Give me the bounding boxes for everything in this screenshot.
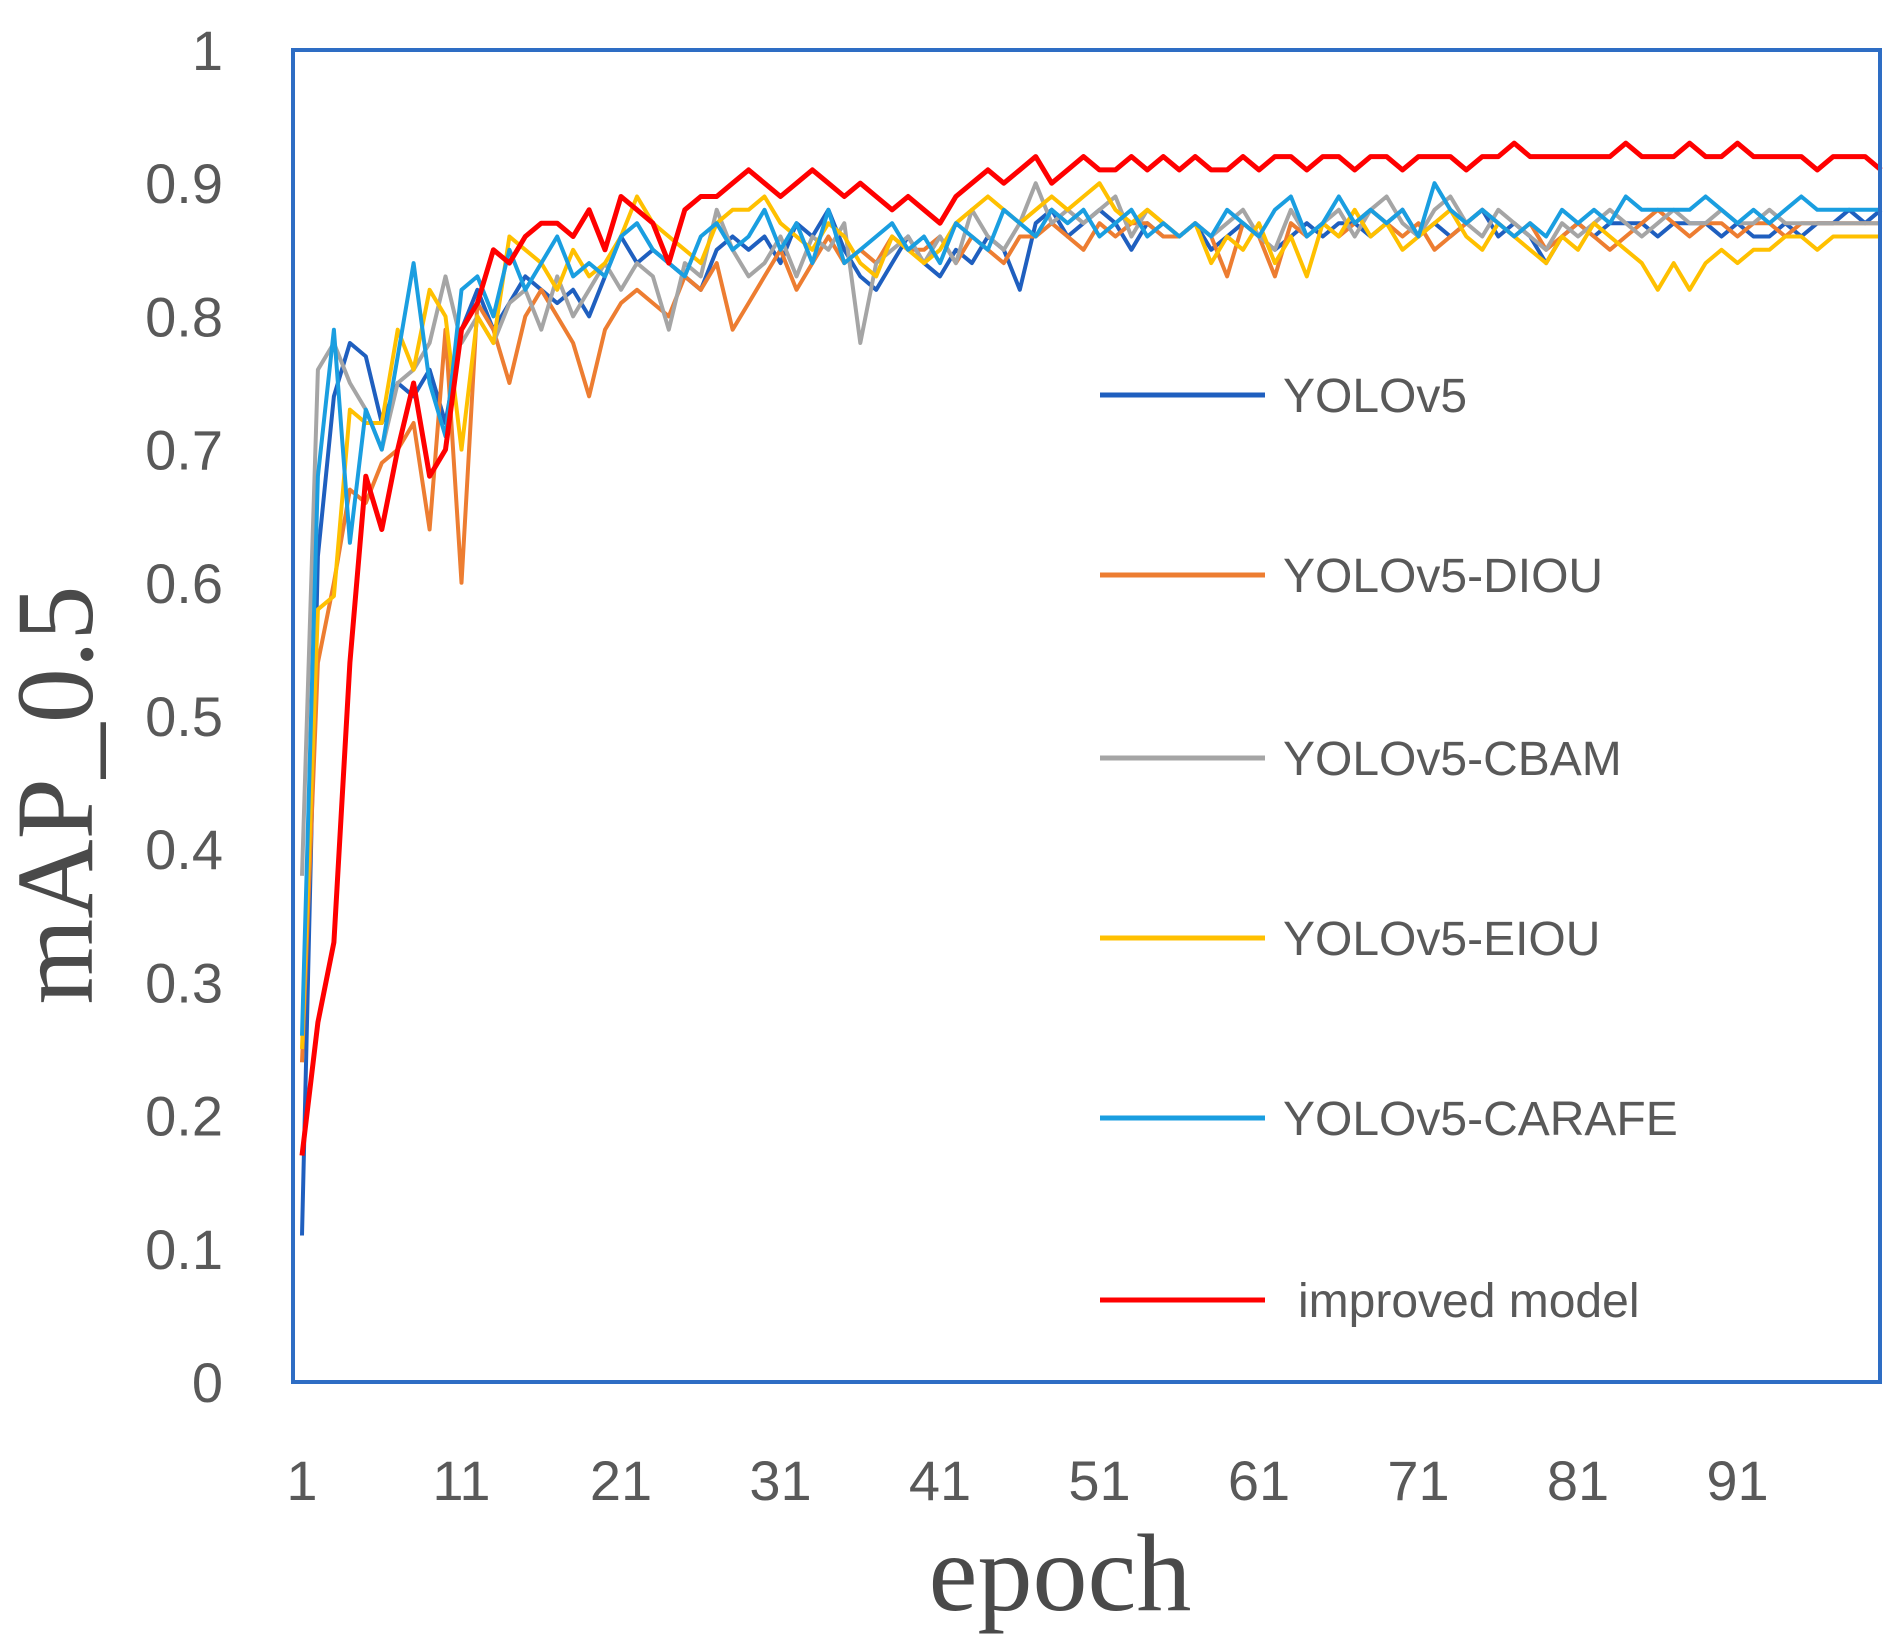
plot-area-border bbox=[291, 48, 1882, 1384]
y-tick-label: 0.5 bbox=[145, 685, 223, 748]
y-axis-title: mAP_0.5 bbox=[0, 586, 116, 1005]
y-tick-label: 0.8 bbox=[145, 285, 223, 348]
y-tick-label: 1 bbox=[192, 19, 223, 82]
x-tick-label: 1 bbox=[286, 1449, 317, 1512]
x-tick-label: 31 bbox=[749, 1449, 811, 1512]
y-tick-label: 0.6 bbox=[145, 552, 223, 615]
x-tick-label: 71 bbox=[1387, 1449, 1449, 1512]
x-tick-label: 11 bbox=[432, 1449, 490, 1512]
x-axis-ticks: 1 11 21 31 41 51 61 71 81 91 bbox=[286, 1449, 1768, 1512]
legend-label-yolov5-cbam: YOLOv5-CBAM bbox=[1283, 733, 1622, 786]
y-tick-label: 0.7 bbox=[145, 419, 223, 482]
series-lines bbox=[299, 140, 1883, 1236]
legend-label-yolov5-carafe: YOLOv5-CARAFE bbox=[1283, 1093, 1678, 1146]
legend: YOLOv5 YOLOv5-DIOU YOLOv5-CBAM YOLOv5-EIOU Y… bbox=[1100, 370, 1678, 1328]
y-axis-ticks: 0 0.1 0.2 0.3 0.4 0.5 0.6 0.7 0.8 0.9 1 bbox=[145, 19, 223, 1414]
legend-label-yolov5-eiou: YOLOv5-EIOU bbox=[1283, 913, 1600, 966]
y-tick-label: 0.2 bbox=[145, 1085, 223, 1148]
x-tick-label: 61 bbox=[1228, 1449, 1290, 1512]
legend-label-yolov5: YOLOv5 bbox=[1283, 370, 1467, 423]
y-tick-label: 0.1 bbox=[145, 1218, 223, 1281]
y-tick-label: 0.9 bbox=[145, 152, 223, 215]
x-tick-label: 21 bbox=[590, 1449, 652, 1512]
y-tick-label: 0.3 bbox=[145, 951, 223, 1014]
series-line-yolov5-eiou bbox=[300, 181, 1881, 1050]
series-line-yolov5-cbam bbox=[300, 181, 1881, 876]
x-axis-title: epoch bbox=[929, 1512, 1192, 1634]
legend-label-improved-model: improved model bbox=[1298, 1275, 1639, 1328]
y-tick-label: 0.4 bbox=[145, 818, 223, 881]
legend-label-yolov5-diou: YOLOv5-DIOU bbox=[1283, 550, 1603, 603]
y-tick-label: 0 bbox=[192, 1351, 223, 1414]
x-tick-label: 51 bbox=[1068, 1449, 1130, 1512]
x-tick-label: 41 bbox=[909, 1449, 971, 1512]
x-tick-label: 91 bbox=[1706, 1449, 1768, 1512]
series-line-yolov5-carafe bbox=[300, 181, 1881, 1036]
series-line-improved-model bbox=[299, 140, 1883, 1156]
x-tick-label: 81 bbox=[1547, 1449, 1609, 1512]
